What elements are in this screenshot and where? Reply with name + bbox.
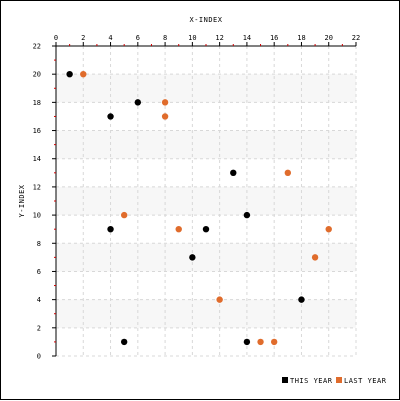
x-tick-label: 16 [270,34,278,42]
plot-bands [56,74,356,328]
legend-label: LAST YEAR [344,377,387,385]
data-points [66,70,332,346]
legend-swatch [282,377,288,383]
x-tick-label: 10 [188,34,196,42]
data-point [270,338,278,346]
legend: THIS YEAR LAST YEAR [282,377,387,385]
plot-band [56,186,356,216]
y-tick-label: 8 [37,240,41,248]
x-tick-label: 22 [352,34,360,42]
data-point [311,254,319,261]
data-point [134,99,142,106]
y-tick-label: 22 [33,43,41,51]
data-point [202,225,210,233]
data-point [243,211,251,219]
grid-lines [55,45,357,357]
x-tick-label: 2 [81,34,85,42]
data-point [161,113,169,120]
x-tick-label: 6 [136,34,140,42]
data-point [257,338,264,346]
data-point [325,225,332,233]
data-point [284,169,292,177]
data-point [66,70,73,78]
data-point [175,225,182,233]
plot-band [56,299,356,328]
data-point [120,211,128,219]
y-tick-label: 12 [33,183,41,191]
x-axis-title: X-INDEX [189,16,222,24]
y-axis-title: Y-INDEX [18,184,26,217]
x-tick-label: 4 [108,34,112,42]
x-tick-label: 12 [215,34,223,42]
plot-band [56,130,356,159]
data-point [107,113,114,120]
y-tick-label: 18 [33,99,41,107]
y-tick-label: 2 [37,324,41,332]
x-tick-label: 18 [297,34,305,42]
x-tick-label: 8 [163,34,167,42]
y-tick-label: 4 [37,296,41,304]
data-point [120,338,128,346]
y-tick-label: 6 [37,268,41,276]
plot-band [56,74,356,103]
data-point [189,254,196,261]
y-tick-label: 20 [33,71,41,79]
data-point [216,296,223,303]
data-point [298,296,305,303]
x-tick-label: 14 [243,34,251,42]
y-tick-label: 16 [33,127,41,135]
data-point [230,169,237,177]
plot-band [56,243,356,272]
data-point [107,225,114,233]
x-axis-ticks: 0 2 4 6 8 10 12 14 16 18 20 22 [54,34,360,46]
y-tick-label: 14 [33,155,41,163]
data-point [80,70,87,78]
data-point [243,338,251,346]
data-point [161,99,169,106]
y-axis-ticks: 0 2 4 6 8 10 12 14 16 18 20 22 [33,43,56,361]
x-tick-label: 20 [325,34,333,42]
y-tick-label: 10 [33,212,41,220]
legend-label: THIS YEAR [290,377,333,385]
x-tick-label: 0 [54,34,58,42]
y-tick-label: 0 [37,353,41,361]
legend-swatch [336,377,342,383]
